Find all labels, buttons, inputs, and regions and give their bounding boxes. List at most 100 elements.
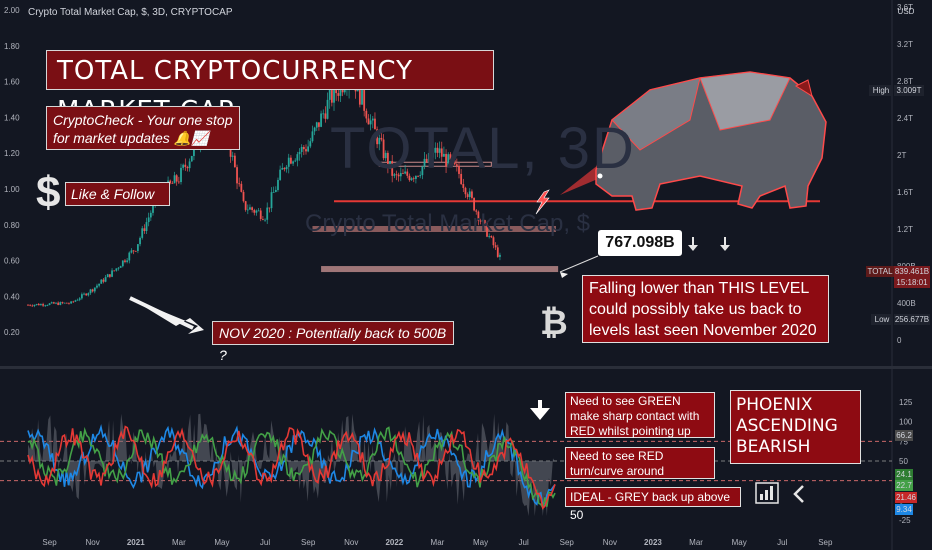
candle-body	[31, 305, 34, 307]
title-box[interactable]: TOTAL CRYPTOCURRENCY MARKET CAP	[46, 50, 494, 126]
candle-body	[173, 175, 176, 184]
candle-body	[137, 244, 139, 251]
candle-body	[145, 222, 148, 232]
candle-body	[380, 137, 383, 140]
time-axis-tick: 2023	[644, 538, 662, 547]
candle-body	[229, 144, 232, 157]
price-callout[interactable]: 767.098B	[598, 230, 682, 256]
time-axis-tick: Sep	[560, 538, 575, 547]
candle-body	[281, 167, 284, 170]
bar-chart-icon-bar	[760, 494, 763, 500]
candle-body	[89, 289, 92, 294]
symbol-title[interactable]: Crypto Total Market Cap, $, 3D, CRYPTOCA…	[28, 7, 233, 18]
down-arrow-icon	[688, 245, 698, 251]
low-value-tag: 256.677B	[894, 314, 930, 325]
left-axis-tick: 2.00	[4, 6, 20, 15]
down-arrow-icon	[720, 245, 730, 251]
osc-label-3: 22.7	[895, 480, 913, 491]
candle-body	[438, 148, 441, 153]
time-axis-tick: Jul	[519, 538, 529, 547]
right-axis-tick: 1.6T	[897, 188, 913, 197]
candle-body	[399, 173, 402, 177]
candle-body	[80, 294, 83, 299]
candle-body	[259, 210, 262, 219]
candle-body	[152, 203, 154, 213]
candle-body	[296, 154, 299, 161]
candle-body	[132, 250, 135, 252]
candle-body	[134, 250, 137, 252]
green-note-box[interactable]: Need to see GREEN make sharp contact wit…	[565, 392, 715, 438]
candle-body	[494, 245, 497, 248]
candle-body	[50, 302, 53, 304]
candle-body	[102, 279, 105, 282]
candle-body	[447, 154, 450, 167]
candle-body	[126, 260, 129, 262]
left-axis-tick: 0.80	[4, 221, 20, 230]
candle-body	[324, 113, 327, 119]
candle-body	[115, 268, 118, 271]
time-axis-tick: Nov	[603, 538, 617, 547]
osc-label-4: 21.46	[895, 492, 917, 503]
time-axis-tick: Mar	[689, 538, 703, 547]
candle-body	[369, 120, 372, 125]
candle-body	[117, 267, 120, 269]
time-axis-tick: Nov	[86, 538, 100, 547]
candle-body	[106, 274, 109, 278]
candle-body	[147, 217, 150, 223]
level-warning-box[interactable]: Falling lower than THIS LEVEL could poss…	[582, 275, 829, 343]
bitcoin-icon: ₿	[540, 303, 568, 343]
candle-body	[440, 148, 443, 157]
cryptocheck-box[interactable]: CryptoCheck - Your one stop for market u…	[46, 106, 240, 150]
osc-label-5: 9.34	[895, 504, 913, 515]
time-axis-tick: Sep	[301, 538, 316, 547]
right-axis-tick: 400B	[897, 299, 916, 308]
candle-body	[468, 191, 471, 198]
nov-2020-box[interactable]: NOV 2020 : Potentially back to 500B ?	[212, 321, 454, 363]
watermark-name: Crypto Total Market Cap, $	[305, 210, 591, 237]
candle-body	[367, 118, 370, 125]
candle-body	[395, 174, 398, 176]
candle-body	[98, 283, 101, 286]
high-value-tag: 3.009T	[894, 85, 924, 96]
left-axis-tick: 1.60	[4, 78, 20, 87]
pane-divider[interactable]	[0, 366, 932, 369]
phoenix-box[interactable]: PHOENIX ASCENDING BEARISH	[730, 390, 861, 464]
time-axis-tick: May	[473, 538, 488, 547]
candle-body	[124, 260, 126, 262]
candle-body	[287, 157, 290, 167]
lightning-icon	[535, 189, 550, 215]
left-axis-tick: 1.00	[4, 185, 20, 194]
candle-body	[48, 303, 51, 306]
candle-body	[33, 304, 36, 307]
like-follow-box[interactable]: Like & Follow	[65, 182, 170, 206]
candle-body	[471, 191, 473, 198]
candle-body	[427, 152, 430, 162]
candle-body	[464, 187, 467, 195]
candle-body	[246, 209, 249, 211]
candle-body	[492, 237, 495, 246]
candle-body	[384, 152, 387, 159]
bear-ear	[794, 79, 813, 98]
candle-body	[52, 302, 55, 304]
candle-body	[425, 158, 428, 162]
candle-body	[449, 154, 452, 160]
candle-body	[279, 169, 282, 180]
candle-body	[182, 164, 185, 168]
candle-body	[121, 260, 124, 267]
candle-body	[488, 236, 491, 237]
candle-body	[358, 80, 361, 105]
red-note-box[interactable]: Need to see RED turn/curve around	[565, 447, 715, 479]
candle-body	[430, 152, 432, 158]
time-axis-tick: Jul	[777, 538, 787, 547]
grey-note-box[interactable]: IDEAL - GREY back up above 50	[565, 487, 741, 522]
candle-body	[402, 173, 404, 174]
candle-body	[244, 201, 247, 210]
candle-body	[65, 302, 68, 304]
candle-body	[57, 302, 60, 305]
time-axis-tick: Sep	[818, 538, 833, 547]
candle-body	[333, 84, 335, 103]
candle-body	[419, 175, 422, 177]
candle-body	[423, 158, 426, 167]
watermark-symbol: TOTAL, 3D	[330, 116, 636, 181]
candle-body	[313, 127, 316, 132]
